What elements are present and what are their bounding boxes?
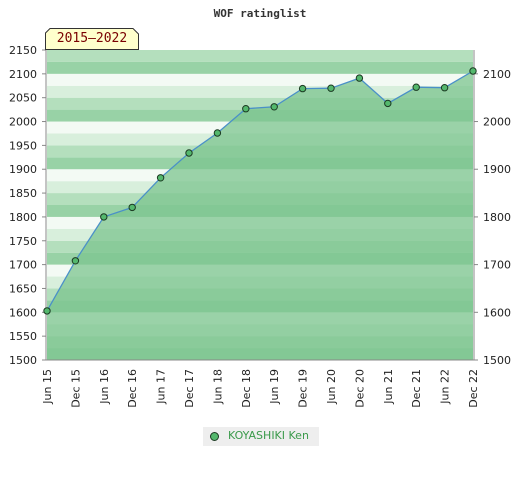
background-band [47, 61, 473, 74]
x-tick-label: Jun 21 [382, 369, 395, 405]
left-tick-label: 1650 [9, 282, 37, 295]
x-tick-label: Dec 21 [410, 369, 423, 408]
data-point [156, 174, 165, 182]
x-tick-label: Jun 16 [98, 369, 111, 405]
period-badge: 2015–2022 [45, 28, 139, 50]
x-tick-label: Jun 22 [439, 369, 452, 405]
left-tick-label: 1500 [9, 354, 37, 367]
right-tick-label: 1900 [483, 163, 511, 176]
background-band [47, 50, 473, 62]
x-tick-label: Dec 17 [183, 369, 196, 408]
background-band [47, 97, 473, 110]
x-tick-label: Dec 20 [353, 369, 366, 408]
data-point [469, 67, 477, 75]
x-tick-label: Jun 15 [41, 369, 54, 405]
data-point [43, 307, 51, 315]
period-label: 2015–2022 [56, 31, 128, 46]
x-tick-label: Jun 20 [325, 369, 338, 405]
x-tick-label: Jun 19 [268, 369, 281, 405]
x-tick-label: Jun 18 [211, 369, 224, 405]
left-tick-label: 1700 [9, 259, 37, 272]
left-tick-labels: 1500 1550 1600 1650 1700 1750 1800 1850 1900 1950… [9, 44, 46, 367]
data-point [355, 74, 364, 82]
x-tick-labels: Jun 15 Dec 15 Jun 16 Dec 16 Jun 17 Dec 17 Jun … [41, 369, 480, 408]
rating-line [46, 70, 474, 312]
background-band [47, 85, 473, 98]
right-tick-label: 2000 [483, 116, 511, 129]
data-point [270, 103, 278, 111]
right-tick-labels: 1500 1600 1700 1800 1900 2000 2100 [474, 68, 511, 367]
right-tick-label: 2100 [483, 68, 511, 81]
data-point [213, 129, 222, 137]
left-tick-label: 2100 [9, 68, 37, 81]
data-point [384, 99, 392, 108]
data-point [71, 257, 80, 265]
x-tick-label: Dec 22 [467, 369, 480, 408]
left-tick-label: 1550 [9, 330, 37, 343]
right-tick-label: 1600 [483, 306, 511, 319]
left-tick-label: 1750 [9, 235, 37, 248]
data-point [100, 213, 108, 221]
data-point [298, 84, 307, 93]
left-tick-label: 1800 [9, 211, 37, 224]
x-tick-label: Jun 17 [155, 369, 168, 405]
data-point [327, 84, 335, 92]
data-point [242, 105, 250, 113]
data-point [440, 84, 449, 92]
left-tick-label: 1950 [9, 139, 37, 152]
right-tick-label: 1700 [483, 259, 511, 272]
x-tick-label: Dec 19 [297, 369, 310, 408]
right-tick-label: 1800 [483, 211, 511, 224]
x-tick-label: Dec 15 [69, 369, 82, 408]
data-point [412, 83, 420, 91]
legend-label: KOYASHIKI Ken [228, 429, 309, 442]
data-point [128, 203, 136, 212]
data-point [185, 149, 193, 157]
left-tick-label: 1850 [9, 187, 37, 200]
left-tick-label: 2000 [9, 116, 37, 129]
right-tick-label: 1500 [483, 354, 511, 367]
left-tick-label: 2050 [9, 92, 37, 105]
x-tick-label: Dec 18 [240, 369, 253, 408]
legend-marker [210, 432, 219, 441]
data-markers [43, 67, 477, 315]
left-tick-label: 1900 [9, 163, 37, 176]
rating-area [47, 71, 473, 360]
x-tick-label: Dec 16 [126, 369, 139, 408]
left-tick-label: 1600 [9, 306, 37, 319]
background-band [47, 73, 473, 86]
left-tick-label: 2150 [9, 44, 37, 57]
legend: KOYASHIKI Ken [203, 427, 319, 446]
chart-title: WOF ratinglist [214, 7, 307, 20]
